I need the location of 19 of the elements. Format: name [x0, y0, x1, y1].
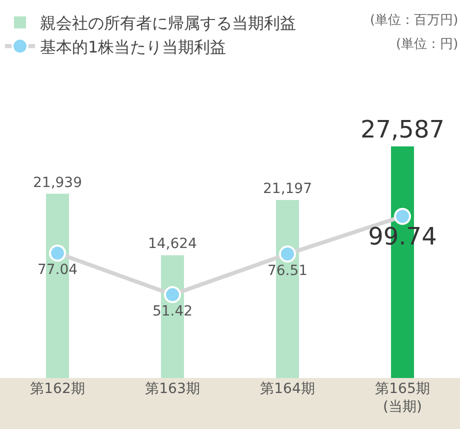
data-label: 51.42 [152, 304, 193, 320]
legend-label: 親会社の所有者に帰属する当期利益 [40, 14, 296, 33]
point [394, 208, 411, 225]
text: (単位：円) [396, 37, 458, 52]
legend-label: 基本的1株当たり当期利益 [40, 37, 226, 56]
x-tick-label: 第162期 [30, 381, 85, 397]
x-tick-label: 第165期 (当期) [375, 381, 430, 416]
data-label: 21,197 [263, 180, 312, 197]
point [49, 244, 66, 262]
data-label: 14,624 [148, 236, 198, 252]
x-tick-label: 第164期 [260, 381, 315, 397]
point [279, 246, 296, 263]
point [164, 286, 181, 304]
data-label: 27,587 [360, 115, 444, 144]
data-label: 21,939 [33, 174, 82, 191]
data-label: 77.04 [37, 262, 78, 278]
x-tick-label: 第163期 [145, 381, 200, 397]
data-label: 76.51 [267, 262, 308, 279]
text: (単位：百万円) [370, 13, 458, 28]
